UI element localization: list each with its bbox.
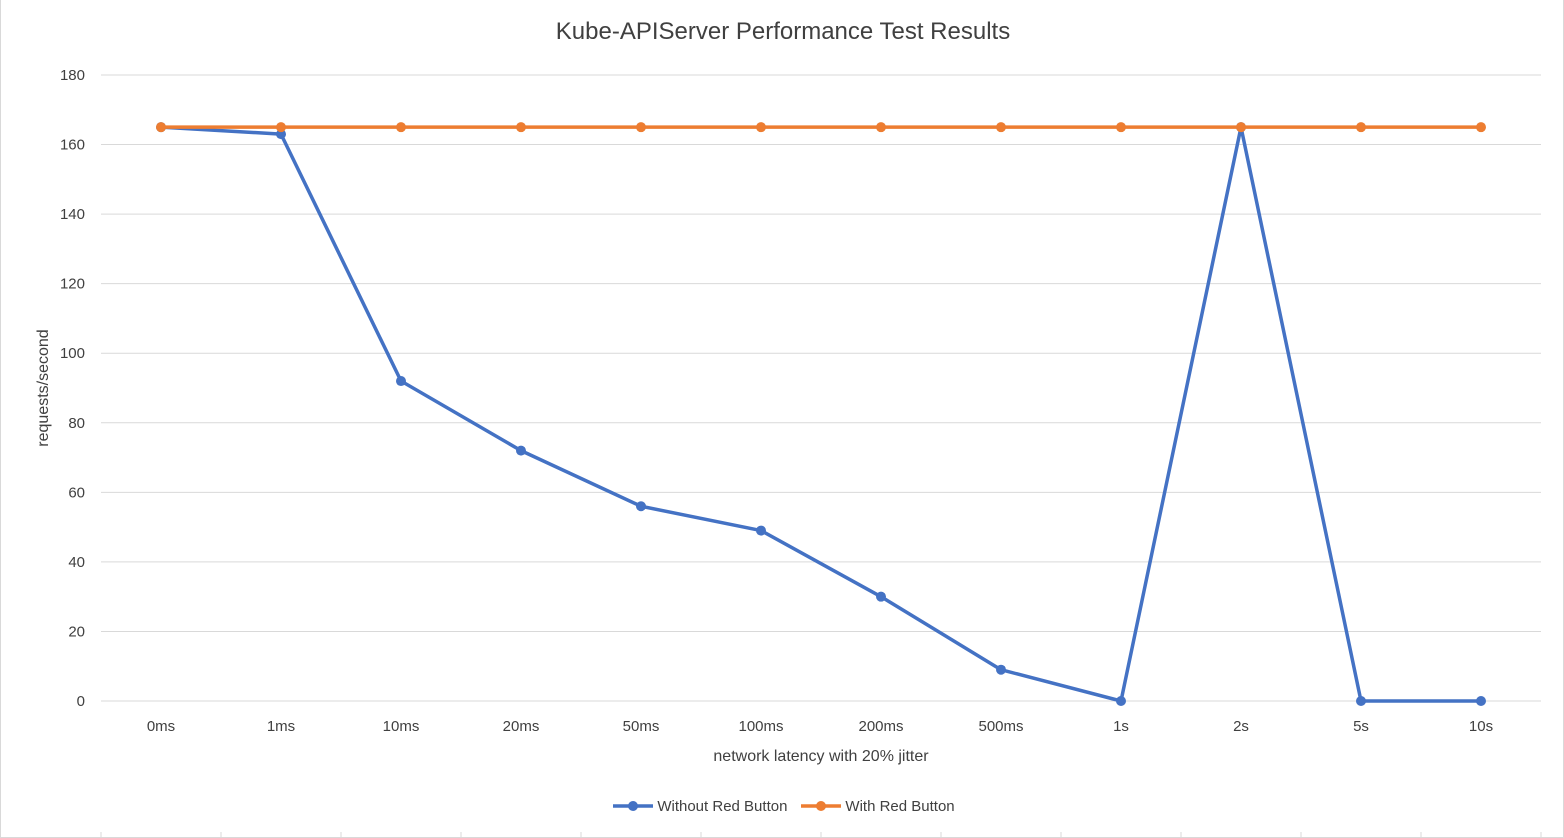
data-point-with-red-button (756, 122, 766, 133)
x-tick-label: 0ms (147, 718, 175, 735)
y-axis-title: requests/second (35, 329, 52, 446)
legend-item-with-red-button: With Red Button (799, 796, 955, 816)
y-tick-label: 0 (77, 693, 85, 710)
x-tick-label: 1ms (267, 718, 295, 735)
data-point-with-red-button (1236, 122, 1246, 133)
chart-title: Kube-APIServer Performance Test Results (555, 18, 1011, 45)
data-point-without-red-button (756, 525, 766, 536)
series-line-without-red-button (159, 125, 1483, 703)
y-tick-label: 80 (68, 415, 85, 432)
y-tick-label: 20 (68, 623, 85, 640)
data-point-with-red-button (396, 122, 406, 133)
y-tick-label: 100 (60, 345, 85, 362)
data-point-with-red-button (1116, 122, 1126, 133)
data-point-with-red-button (516, 122, 526, 133)
y-tick-label: 140 (60, 206, 85, 223)
data-point-without-red-button (636, 501, 646, 512)
data-point-without-red-button (516, 445, 526, 456)
data-point-without-red-button (1356, 696, 1366, 706)
series-layer (156, 122, 1486, 706)
x-axis-title: network latency with 20% jitter (713, 748, 929, 765)
x-tick-label: 20ms (503, 718, 540, 735)
x-axis-ticks: 0ms 1ms 10ms 20ms 50ms 100ms 200ms 500ms 1s 2s 5s 1… (147, 718, 1493, 735)
x-tick-label: 50ms (623, 718, 660, 735)
legend: Without Red Button With Red Button (1, 796, 1564, 816)
y-tick-label: 180 (60, 67, 85, 84)
data-point-without-red-button (396, 376, 406, 387)
series-without-red-button (156, 122, 1486, 706)
legend-swatch-with-red-button (801, 801, 842, 811)
x-tick-label: 2s (1233, 718, 1249, 735)
data-point-with-red-button (636, 122, 646, 133)
x-tick-label: 200ms (858, 718, 903, 735)
data-point-with-red-button (276, 122, 286, 133)
y-tick-label: 160 (60, 137, 85, 154)
data-point-with-red-button (156, 122, 166, 133)
series-with-red-button (156, 122, 1486, 133)
data-point-with-red-button (1476, 122, 1486, 133)
gridlines (100, 74, 1542, 838)
x-tick-label: 1s (1113, 718, 1129, 735)
legend-label-without-red-button: Without Red Button (657, 797, 788, 815)
data-point-with-red-button (1356, 122, 1366, 133)
legend-item-without-red-button: Without Red Button (611, 796, 787, 816)
legend-label-with-red-button: With Red Button (845, 797, 955, 815)
x-tick-label: 5s (1353, 718, 1369, 735)
data-point-with-red-button (876, 122, 886, 133)
y-tick-label: 60 (68, 484, 85, 501)
y-tick-label: 40 (68, 554, 85, 571)
x-tick-label: 10ms (383, 718, 420, 735)
legend-swatch-without-red-button (613, 801, 654, 811)
x-tick-label: 500ms (978, 718, 1023, 735)
data-point-with-red-button (996, 122, 1006, 133)
data-point-without-red-button (1116, 696, 1126, 706)
data-point-without-red-button (876, 591, 886, 602)
x-tick-label: 10s (1469, 718, 1493, 735)
data-point-without-red-button (276, 129, 286, 140)
data-point-without-red-button (996, 664, 1006, 675)
y-tick-label: 120 (60, 276, 85, 293)
y-axis-ticks: 0 20 40 60 80 100 120 140 160 180 (60, 67, 85, 710)
data-point-without-red-button (1476, 696, 1486, 706)
x-tick-label: 100ms (738, 718, 783, 735)
